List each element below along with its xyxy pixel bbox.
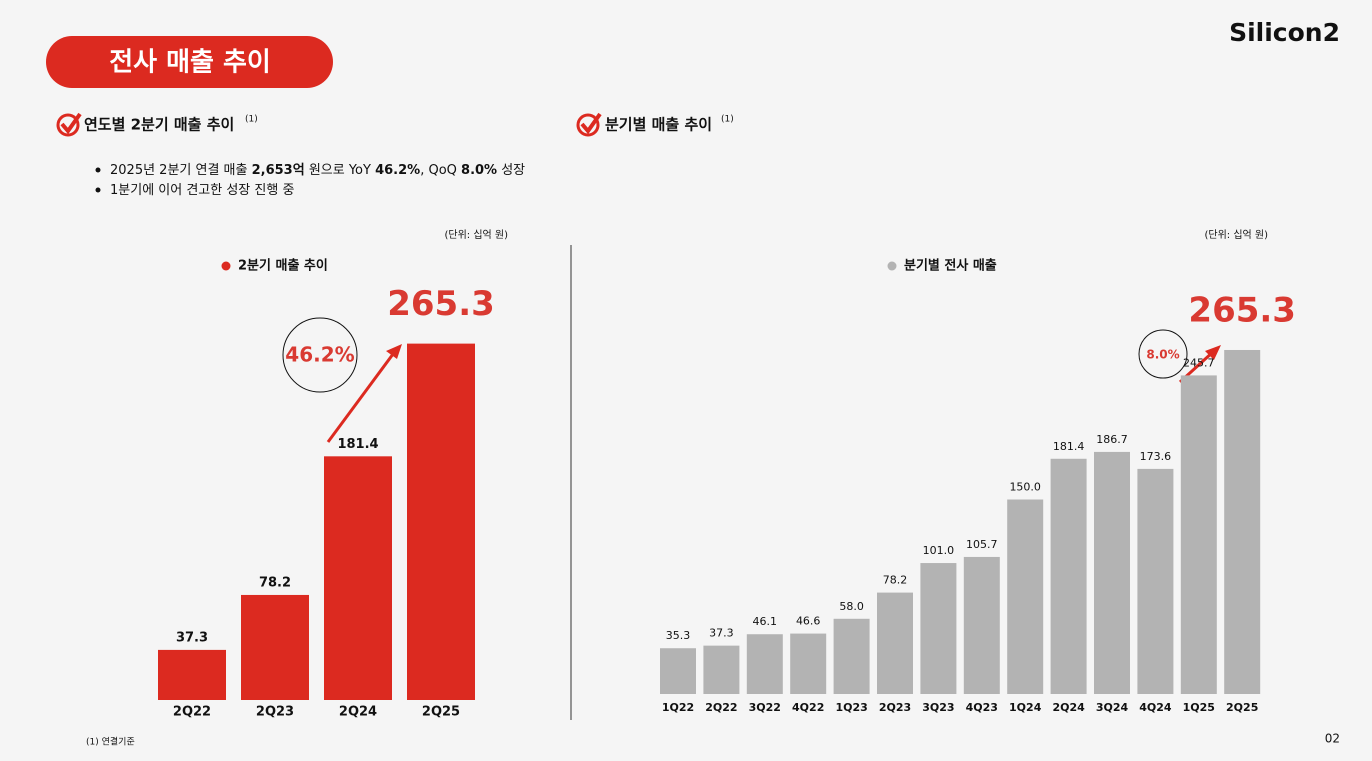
x-tick-label: 1Q25: [1183, 701, 1215, 714]
highlight-value-label: 265.3: [1188, 290, 1296, 330]
bullet-segment: 1분기에 이어 견고한 성장 진행 중: [110, 182, 294, 198]
value-label: 46.6: [796, 615, 821, 628]
value-label: 181.4: [1053, 440, 1085, 453]
x-tick-label: 2Q25: [422, 705, 460, 720]
bar: [241, 594, 309, 700]
bar: [746, 634, 783, 694]
x-tick-label: 4Q22: [792, 701, 824, 714]
x-tick-label: 1Q23: [835, 701, 867, 714]
annotation: 46.2%: [285, 343, 354, 367]
bullet-dot: [95, 167, 101, 173]
bar: [1180, 375, 1217, 694]
unit-label: (단위: 십억 원): [444, 228, 508, 241]
bar: [407, 343, 475, 700]
legend-label: 분기별 전사 매출: [904, 258, 997, 274]
value-label: 173.6: [1140, 450, 1172, 463]
x-tick-label: 3Q22: [749, 701, 781, 714]
x-tick-label: 1Q22: [662, 701, 694, 714]
annotation-circle: [1138, 329, 1188, 379]
bar: [920, 563, 957, 694]
bar: [963, 556, 1000, 694]
value-label: 105.7: [966, 538, 998, 551]
x-tick-label: 4Q24: [1139, 701, 1172, 714]
value-label: 46.1: [753, 615, 778, 628]
heading-note: (1): [245, 115, 258, 125]
arrow-head: [386, 344, 402, 359]
section-heading: 연도별 2분기 매출 추이: [84, 116, 234, 134]
x-tick-label: 3Q24: [1096, 701, 1129, 714]
x-tick-label: 2Q24: [1052, 701, 1085, 714]
value-label: 35.3: [666, 629, 691, 642]
bar: [660, 648, 696, 694]
bar: [703, 645, 740, 694]
value-label: 58.0: [839, 600, 864, 613]
bar: [1094, 451, 1130, 694]
bullet-segment: 성장: [497, 163, 525, 178]
bar: [324, 456, 392, 700]
footnote: (1) 연결기준: [86, 737, 135, 748]
value-label: 186.7: [1096, 433, 1128, 446]
legend-marker: [887, 261, 897, 271]
bullet-segment: 46.2%: [375, 163, 420, 178]
bar: [1224, 349, 1261, 694]
unit-label: (단위: 십억 원): [1204, 228, 1268, 241]
bar: [833, 618, 870, 694]
slide-title: 전사 매출 추이: [109, 48, 271, 78]
bar: [790, 633, 827, 694]
bullet-segment: , QoQ: [420, 163, 461, 178]
annotation-circle: [282, 317, 358, 393]
value-label: 37.3: [176, 630, 208, 645]
page-number: 02: [1325, 732, 1340, 746]
x-tick-label: 4Q23: [966, 701, 998, 714]
bullet-segment: 원으로 YoY: [305, 163, 375, 178]
check-icon: [576, 112, 602, 137]
x-tick-label: 2Q23: [879, 701, 911, 714]
x-tick-label: 2Q24: [339, 705, 377, 720]
section-heading: 분기별 매출 추이: [605, 116, 712, 134]
bar: [877, 592, 913, 694]
check-icon: [56, 112, 82, 137]
bar: [1050, 458, 1087, 694]
bullet-text: 2025년 2분기 연결 매출 2,653억 원으로 YoY 46.2%, Qo…: [110, 163, 525, 178]
x-tick-label: 3Q23: [922, 701, 954, 714]
highlight-value-label: 265.3: [387, 284, 495, 324]
bullet-segment: 8.0%: [461, 163, 497, 178]
x-tick-label: 1Q24: [1009, 701, 1042, 714]
value-label: 245.7: [1183, 356, 1215, 369]
x-tick-label: 2Q22: [705, 701, 737, 714]
value-label: 181.4: [337, 437, 378, 452]
value-label: 78.2: [883, 574, 908, 587]
value-label: 37.3: [709, 627, 734, 640]
bullet-segment: 2025년 2분기 연결 매출: [110, 163, 252, 178]
bar: [1137, 468, 1174, 694]
bullet-segment: 2,653억: [252, 163, 305, 178]
bar: [158, 649, 226, 700]
legend-label: 2분기 매출 추이: [238, 258, 328, 274]
legend-marker: [221, 261, 231, 271]
heading-note: (1): [721, 115, 734, 125]
x-tick-label: 2Q23: [256, 705, 294, 720]
arrow-head: [1205, 345, 1221, 360]
title-pill: [46, 36, 333, 88]
value-label: 78.2: [259, 575, 291, 590]
value-label: 101.0: [923, 544, 955, 557]
bar: [1007, 499, 1044, 694]
annotation: 8.0%: [1146, 348, 1179, 362]
x-tick-label: 2Q22: [173, 705, 211, 720]
value-label: 150.0: [1009, 481, 1041, 494]
bullet-dot: [95, 187, 101, 193]
bullet-text: 1분기에 이어 견고한 성장 진행 중: [110, 182, 294, 198]
logo: Silicon2: [1229, 18, 1340, 47]
x-tick-label: 2Q25: [1226, 701, 1258, 714]
arrow: [326, 349, 398, 443]
